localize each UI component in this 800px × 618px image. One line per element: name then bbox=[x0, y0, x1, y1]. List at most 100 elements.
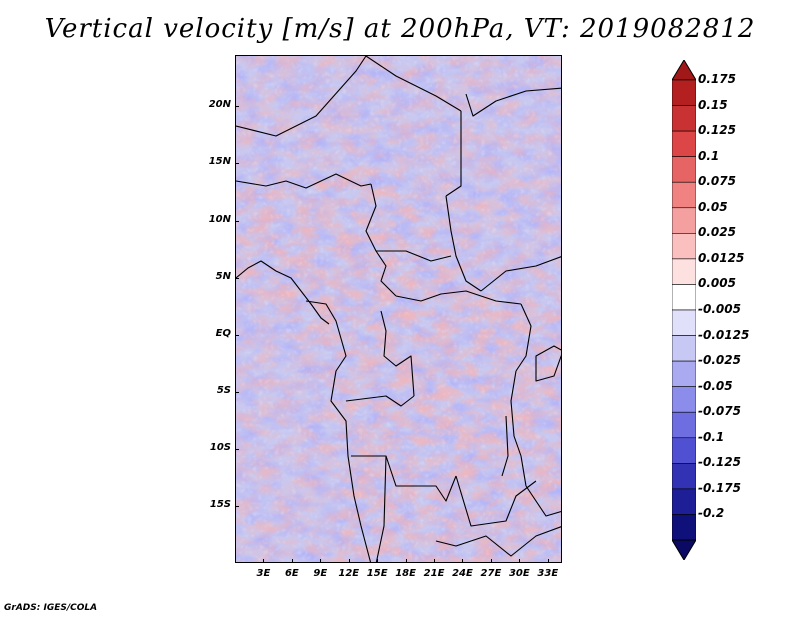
velocity-field-map bbox=[236, 56, 561, 562]
colorbar-label: 0.1 bbox=[698, 148, 720, 163]
lon-tick-mark bbox=[490, 559, 492, 563]
colorbar-segment bbox=[672, 105, 696, 132]
map-panel bbox=[235, 55, 562, 563]
lake-tanganyika bbox=[501, 415, 509, 477]
colorbar-label: -0.125 bbox=[698, 455, 741, 470]
colorbar-label: 0.025 bbox=[698, 225, 736, 240]
colorbar-segment bbox=[672, 360, 696, 387]
lat-tick-mark bbox=[235, 448, 239, 450]
lon-tick-mark bbox=[320, 559, 322, 563]
colorbar-label: 0.05 bbox=[698, 199, 728, 214]
colorbar-label: 0.075 bbox=[698, 174, 736, 189]
colorbar-segment bbox=[672, 207, 696, 234]
colorbar-segment bbox=[672, 130, 696, 157]
lon-tick-label: 12E bbox=[338, 568, 360, 579]
colorbar-label: -0.075 bbox=[698, 404, 741, 419]
colorbar-segment bbox=[672, 335, 696, 362]
lon-tick-label: 6E bbox=[284, 568, 299, 579]
grads-credit: GrADS: IGES/COLA bbox=[4, 603, 98, 613]
colorbar-label: -0.005 bbox=[698, 302, 741, 316]
lat-tick-label: 20N bbox=[208, 99, 231, 111]
lat-tick-mark bbox=[235, 334, 239, 336]
lon-tick-mark bbox=[547, 559, 549, 563]
lon-tick-label: 24E bbox=[452, 568, 473, 579]
lon-tick-mark bbox=[291, 559, 293, 563]
angola-drc-border bbox=[351, 455, 457, 502]
libya-border bbox=[365, 56, 462, 112]
colorbar-label: 0.175 bbox=[698, 72, 736, 86]
lon-tick-mark bbox=[348, 559, 350, 563]
central-africa-coastline bbox=[305, 300, 372, 562]
malawi-border bbox=[525, 485, 561, 517]
lon-tick-label: 33E bbox=[537, 568, 559, 579]
southern-border bbox=[435, 526, 561, 557]
lon-tick-label: 3E bbox=[256, 568, 271, 579]
colorbar-label: 0.005 bbox=[698, 276, 736, 291]
lat-tick-label: EQ bbox=[215, 327, 231, 339]
lat-tick-label: 10N bbox=[208, 213, 231, 225]
map-title: Vertical velocity [m/s] at 200hPa, VT: 2… bbox=[44, 14, 756, 44]
lon-tick-label: 27E bbox=[480, 568, 502, 579]
lat-tick-label: 10S bbox=[209, 441, 231, 453]
colorbar-segment bbox=[672, 181, 696, 209]
lat-tick-label: 5S bbox=[216, 384, 231, 396]
lon-tick-mark bbox=[263, 559, 265, 563]
lat-tick-mark bbox=[235, 106, 239, 108]
colorbar-segment bbox=[672, 386, 696, 413]
lat-tick-mark bbox=[235, 391, 239, 393]
lat-tick-mark bbox=[235, 163, 239, 165]
lon-tick-label: 18E bbox=[395, 568, 416, 579]
algeria-niger-border bbox=[236, 56, 367, 137]
lon-tick-mark bbox=[405, 559, 407, 563]
colorbar-segment bbox=[672, 514, 696, 541]
uganda-drc-border bbox=[515, 303, 532, 372]
congo-gabon-border bbox=[380, 310, 415, 397]
south-sudan-border bbox=[480, 256, 561, 292]
fine-speckle-field bbox=[236, 56, 561, 562]
car-drc-border bbox=[395, 290, 522, 305]
lat-tick-label: 5N bbox=[215, 270, 231, 282]
lat-tick-label: 15N bbox=[208, 156, 231, 168]
lon-tick-mark bbox=[519, 559, 521, 563]
colorbar-label: -0.1 bbox=[698, 429, 725, 444]
colorbar-label: -0.2 bbox=[698, 506, 725, 521]
lon-tick-label: 9E bbox=[313, 568, 328, 579]
colorbar-label: -0.05 bbox=[698, 378, 733, 393]
angola-congo-border bbox=[345, 395, 415, 407]
colorbar-label: -0.175 bbox=[698, 480, 741, 495]
car-chad-border bbox=[376, 250, 452, 262]
colorbar-segment bbox=[672, 258, 696, 285]
colorbar-segment bbox=[672, 411, 696, 439]
lat-tick-mark bbox=[235, 505, 239, 507]
lon-tick-mark bbox=[377, 559, 379, 563]
colorbar-label: -0.025 bbox=[698, 353, 741, 368]
colorbar-bottom-arrow bbox=[672, 539, 696, 560]
lon-tick-label: 30E bbox=[508, 568, 530, 579]
niger-nigeria-border bbox=[236, 173, 372, 189]
colorbar-segment bbox=[672, 284, 696, 311]
lake-victoria bbox=[535, 345, 561, 382]
colorbar-segment bbox=[672, 79, 696, 106]
lon-tick-mark bbox=[434, 559, 436, 563]
drc-east-lakes bbox=[510, 370, 527, 487]
west-africa-coastline bbox=[236, 260, 330, 325]
colorbar-label: 0.15 bbox=[698, 97, 728, 112]
colorbar-segment bbox=[672, 488, 696, 515]
lon-tick-label: 15E bbox=[366, 568, 388, 579]
lat-tick-label: 15S bbox=[209, 498, 231, 510]
lat-tick-mark bbox=[235, 277, 239, 279]
colorbar-segment bbox=[672, 437, 696, 464]
colorbar-segment bbox=[672, 156, 696, 183]
angola-zambia-border bbox=[375, 455, 387, 562]
zambia-border bbox=[455, 475, 537, 527]
colorbar-segment bbox=[672, 463, 696, 490]
colorbar-label: -0.0125 bbox=[698, 327, 750, 342]
lon-tick-mark bbox=[462, 559, 464, 563]
colorbar-segment bbox=[672, 233, 696, 260]
colorbar bbox=[672, 60, 696, 560]
lat-tick-mark bbox=[235, 220, 239, 222]
colorbar-label: 0.0125 bbox=[698, 250, 745, 265]
egypt-sudan-border bbox=[465, 87, 561, 117]
chad-sudan-border bbox=[445, 195, 482, 292]
colorbar-label: 0.125 bbox=[698, 123, 736, 138]
